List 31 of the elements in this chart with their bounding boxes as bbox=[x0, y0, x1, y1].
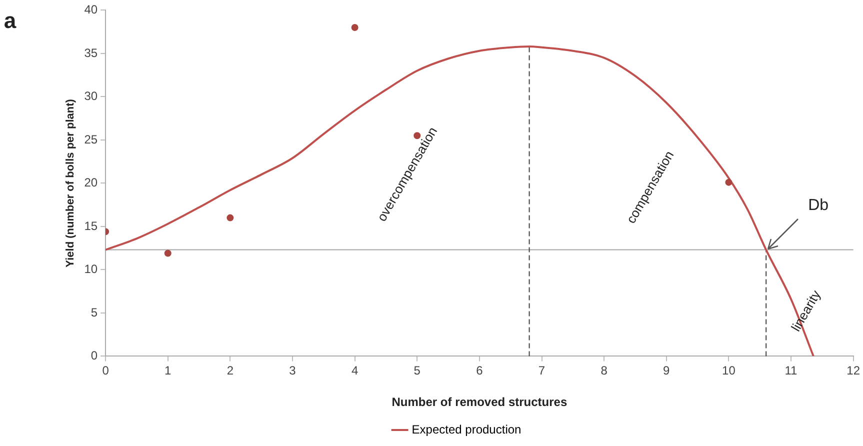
x-tick-label: 11 bbox=[784, 364, 798, 378]
x-tick-label: 10 bbox=[722, 364, 736, 378]
x-tick-label: 1 bbox=[164, 364, 172, 378]
y-tick-label: 20 bbox=[84, 176, 98, 190]
legend-label: Expected production bbox=[412, 422, 522, 436]
y-tick-label: 10 bbox=[84, 262, 98, 276]
x-tick-label: 4 bbox=[351, 364, 358, 378]
x-tick-label: 2 bbox=[226, 364, 234, 378]
x-tick-label: 8 bbox=[600, 364, 608, 378]
point bbox=[226, 214, 234, 222]
x-tick-label: 0 bbox=[102, 364, 110, 378]
text: a bbox=[4, 8, 17, 34]
y-tick-label: 0 bbox=[90, 348, 98, 363]
y-tick-label: 35 bbox=[84, 46, 98, 60]
x-tick-label: 9 bbox=[663, 364, 670, 378]
y-tick-label: 40 bbox=[84, 2, 98, 17]
point bbox=[351, 24, 358, 31]
x-tick-label: 3 bbox=[289, 364, 296, 378]
y-tick-label: 15 bbox=[84, 218, 98, 233]
x-axis-title: Number of removed structures bbox=[392, 395, 568, 410]
x-tick-label: 5 bbox=[414, 364, 421, 378]
y-tick-label: 30 bbox=[84, 89, 98, 104]
y-tick-label: 25 bbox=[84, 132, 98, 146]
y-axis-title: Yield (number of bolls per plant) bbox=[64, 98, 77, 268]
x-tick-label: 12 bbox=[846, 364, 860, 378]
annotation: Db bbox=[808, 197, 829, 214]
point bbox=[164, 250, 172, 257]
y-tick-label: 5 bbox=[90, 305, 98, 320]
x-tick-label: 7 bbox=[538, 364, 546, 378]
x-tick-label: 6 bbox=[476, 364, 484, 378]
point bbox=[725, 178, 732, 186]
